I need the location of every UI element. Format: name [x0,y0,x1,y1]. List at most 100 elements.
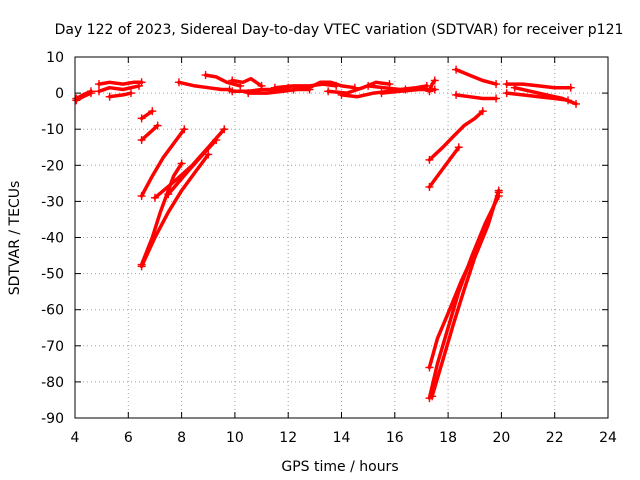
series-line [427,194,501,400]
data-point [425,155,434,164]
series-line [454,67,498,86]
x-tick-label: 4 [71,430,80,446]
y-tick-labels: 10 0 -10 -20 -30 -40 -50 -60 -70 -80 -90 [41,50,64,427]
series-line [74,91,93,103]
series-arc-z [425,143,463,191]
y-tick-label: -30 [41,194,64,210]
data-point [150,193,159,202]
data-point [377,89,386,98]
data-point [105,92,114,101]
data-point [86,89,95,98]
series-line [203,73,242,88]
series-arc-w [377,85,439,98]
data-point [454,143,463,152]
series-arc-c [94,78,146,89]
series-line [97,84,141,94]
series-line [177,80,232,92]
x-axis-label: GPS time / hours [281,459,398,475]
series-arc-h [137,125,189,200]
series-arc-o [228,76,266,90]
x-tick-labels: 4 6 8 10 12 14 16 18 20 22 24 [71,430,617,446]
series-line [366,84,429,92]
data-point [228,76,237,85]
series-line [139,161,184,267]
series-arc-y [425,107,487,164]
series-line [97,80,144,86]
data-point [452,90,461,99]
series-line [139,123,160,142]
data-point [137,114,146,123]
series-line [454,93,498,101]
series-arc-x [425,76,439,96]
data-point [572,99,581,108]
data-point [289,85,298,94]
data-point [452,65,461,74]
series-line [504,82,573,90]
series-arc-l [164,136,221,199]
x-tick-label: 14 [333,430,351,446]
data-point [137,262,146,271]
data-point [337,90,346,99]
series-line [139,152,211,269]
data-point [148,107,157,116]
data-point [220,125,229,134]
chart-title: Day 122 of 2023, Sidereal Day-to-day VTE… [55,22,624,38]
data-point [180,125,189,134]
data-point [137,136,146,145]
x-tick-label: 6 [124,430,133,446]
series-arc-ae [452,90,501,103]
data-point [430,85,439,94]
series-line [230,85,290,94]
data-point [164,190,173,199]
data-point [492,80,501,89]
series-arc-j [137,150,213,271]
series-arc-g [137,121,162,145]
data-point [492,94,501,103]
data-point [324,87,333,96]
series-line [326,80,392,95]
data-point [126,89,135,98]
series-line [427,109,485,162]
data-point [502,89,511,98]
y-tick-label: -10 [41,122,64,138]
x-tick-label: 20 [492,430,510,446]
series-line [427,145,461,189]
series-line [291,80,357,92]
x-tick-label: 10 [226,430,244,446]
data-point [494,186,503,195]
data-point [364,81,373,90]
y-tick-label: -60 [41,303,64,319]
data-point [425,182,434,191]
y-axis-label: SDTVAR / TECUs [7,181,23,296]
data-point [204,150,213,159]
x-tick-label: 22 [546,430,564,446]
data-point [270,83,279,92]
series-arc-ac [428,186,503,401]
series-arc-e [105,89,135,101]
series-arc-b [72,89,95,105]
series-arc-v [364,81,431,92]
data-point [502,80,511,89]
series-arc-ab [425,191,503,403]
data-point [478,107,487,116]
y-tick-label: 0 [55,86,64,102]
data-point [425,363,434,372]
x-tick-label: 24 [599,430,617,446]
series-layer [72,65,581,403]
data-point [510,83,519,92]
y-tick-label: -50 [41,267,64,283]
x-tick-label: 8 [177,430,186,446]
x-tick-label: 18 [439,430,457,446]
data-point [94,80,103,89]
data-point [566,83,575,92]
data-point [212,136,221,145]
x-tick-label: 12 [279,430,297,446]
data-point [134,81,143,90]
data-point [153,121,162,130]
data-point [228,87,237,96]
data-point [430,76,439,85]
series-line [166,138,218,196]
series-line [430,188,501,399]
data-point [94,87,103,96]
